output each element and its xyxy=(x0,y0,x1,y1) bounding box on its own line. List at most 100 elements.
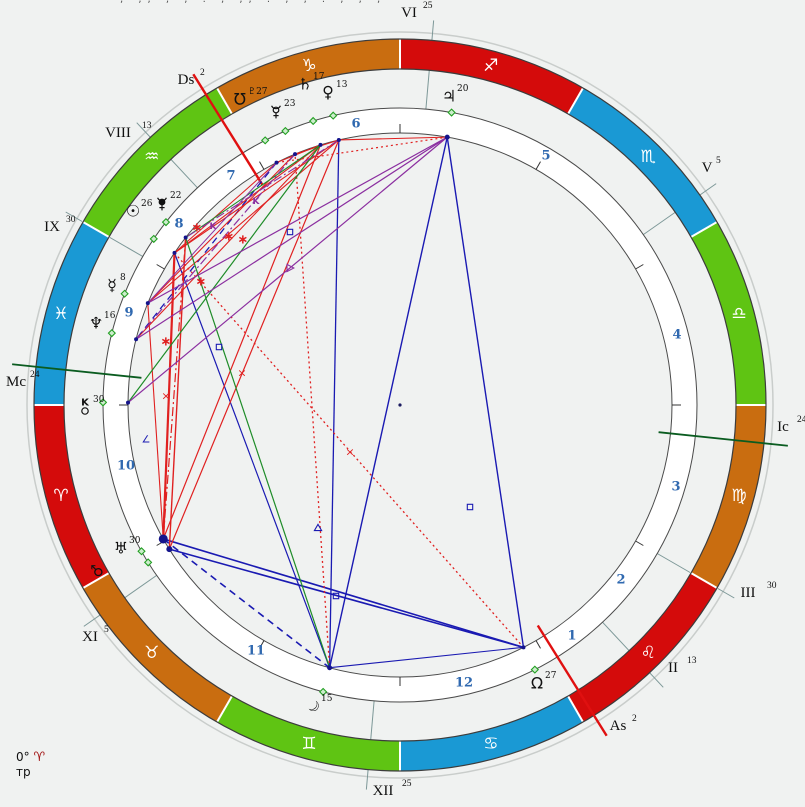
cusp-label-IX[interactable]: IX 30 xyxy=(44,215,76,235)
cusp-label-XI[interactable]: XI 5 xyxy=(82,625,109,645)
planet-label-sun[interactable]: ☉ 26 xyxy=(126,199,153,221)
planet-label-chiron[interactable]: K 30 xyxy=(81,395,105,415)
sign-boundary xyxy=(81,571,111,590)
planet-marker-venus xyxy=(329,111,338,120)
cusp-degree-Ds: 2 xyxy=(200,68,205,78)
planet-label-neptune[interactable]: ♆ 16 xyxy=(89,311,116,333)
sign-glyph-libra: ♎ xyxy=(731,304,746,324)
jupiter-degree: 20 xyxy=(457,84,469,94)
sextile-icon: ∗ xyxy=(161,335,172,350)
planet-point-neptune xyxy=(134,337,139,342)
sign-segment-gemini[interactable] xyxy=(217,695,400,771)
planet-label-jupiter[interactable]: ♃ 20 xyxy=(442,84,469,106)
planet-label-north-node[interactable]: Ω 27 xyxy=(531,671,557,693)
ring-tick xyxy=(535,640,541,649)
cusp-label-III[interactable]: III 30 xyxy=(741,581,777,601)
sign-segment-aquarius[interactable] xyxy=(83,88,232,237)
cusp-label-VIII[interactable]: VIII 13 xyxy=(105,121,152,141)
sextile-icon: ∗ xyxy=(224,230,235,245)
legend: 0° ♈ тр xyxy=(16,750,45,780)
uranus-icon: ♅ xyxy=(114,539,128,558)
planet-label-venus[interactable]: ♀ 13 xyxy=(322,80,348,102)
planet-label-lilith[interactable]: 22 xyxy=(157,191,182,211)
aspect-line-jupiter-chiron xyxy=(127,136,448,404)
planet-label-pluto[interactable]: 23 xyxy=(271,99,296,119)
house-number-3: 3 xyxy=(671,480,680,495)
sign-segment-capricorn[interactable] xyxy=(217,39,400,115)
planet-marker-chiron xyxy=(98,398,108,407)
sign-segment-sagittarius[interactable] xyxy=(400,39,583,115)
planet-marker-saturn xyxy=(308,116,318,126)
aspect-line-snode-neptune xyxy=(135,162,278,340)
planet-point-mars xyxy=(166,546,173,553)
aspect-markers: ∗∗ ∗∗∗×××∠KK xyxy=(142,197,474,600)
aspect-line-moon-nnode xyxy=(329,646,524,669)
planet-point-pluto xyxy=(293,152,298,157)
aspect-line-saturn-uranus xyxy=(162,144,322,540)
chiron-degree: 30 xyxy=(93,395,105,405)
house-number-4: 4 xyxy=(672,328,681,343)
aspect-line-jupiter-mercury xyxy=(147,136,448,304)
pluto-degree: 23 xyxy=(284,99,296,109)
planet-label-moon[interactable]: ☽15 xyxy=(302,694,333,717)
neptune-icon: ♆ xyxy=(89,314,103,333)
sign-segment-leo[interactable] xyxy=(568,573,717,722)
sign-segment-taurus[interactable] xyxy=(83,573,232,722)
cusp-text-III: III xyxy=(741,585,756,601)
cusp-label-Mc[interactable]: Mc 24 xyxy=(6,370,40,390)
house-number-9: 9 xyxy=(124,306,133,321)
lilith-circle xyxy=(158,198,166,206)
uranus-degree: 30 xyxy=(129,536,141,546)
sign-segment-scorpio[interactable] xyxy=(568,88,717,237)
cusp-label-As[interactable]: As 2 xyxy=(610,714,637,734)
cusp-label-Ic[interactable]: Ic 24 xyxy=(777,415,805,435)
sign-glyph-pisces: ♓ xyxy=(53,304,68,324)
square-aspect-icon xyxy=(332,592,340,600)
legend-zero-point: 0° ♈ xyxy=(16,750,46,765)
sign-glyph-virgo: ♍ xyxy=(731,486,746,506)
sign-segment-pisces[interactable] xyxy=(34,222,110,405)
cusp-label-VI[interactable]: VI 25 xyxy=(401,1,433,21)
planet-label-saturn[interactable]: ♄ 17 xyxy=(298,72,325,94)
cusp-text-VIII: VIII xyxy=(105,125,131,141)
planet-marker-south-node xyxy=(260,136,270,145)
south-node-icon: ℧ xyxy=(234,90,246,109)
house-number-11: 11 xyxy=(247,644,265,659)
house-number-1: 1 xyxy=(567,629,576,644)
sign-segment-libra[interactable] xyxy=(690,222,766,405)
sign-segment-cancer[interactable] xyxy=(400,695,583,771)
aspect-line-sun-uranus xyxy=(162,252,176,539)
trine-icon xyxy=(313,523,323,532)
planet-label-mercury[interactable]: ☿ 8 xyxy=(107,273,126,295)
sign-segment-virgo[interactable] xyxy=(690,405,766,588)
sign-segment-aries[interactable] xyxy=(34,405,110,588)
sign-glyph-aquarius: ♒ xyxy=(144,147,159,167)
aspect-line-saturn-neptune xyxy=(135,144,321,340)
planet-marker-north-node xyxy=(530,665,540,674)
planet-label-mars[interactable]: ♂ xyxy=(90,562,103,580)
chiron-k: K xyxy=(81,398,90,409)
cusp-label-II[interactable]: II 13 xyxy=(668,656,697,676)
planet-label-south-node[interactable]: ℧ ♇27 xyxy=(234,87,268,109)
lilith-degree: 22 xyxy=(170,191,181,201)
aspect-line-mercury-uranus xyxy=(147,303,164,539)
aspect-line-pluto-neptune xyxy=(135,153,296,340)
sextile-icon: ∗ xyxy=(192,221,203,236)
jupiter-icon: ♃ xyxy=(442,87,456,106)
cusp-label-XII[interactable]: XII 25 xyxy=(373,779,412,799)
cross-icon: × xyxy=(161,390,170,403)
house-number-6: 6 xyxy=(351,117,360,132)
cusp-degree-As: 2 xyxy=(632,714,637,724)
ring-tick xyxy=(259,640,265,649)
moon-degree: 15 xyxy=(321,694,333,704)
north-node-degree: 27 xyxy=(545,671,557,681)
planet-label-uranus[interactable]: ♅ 30 xyxy=(114,536,141,558)
sun-icon: ☉ xyxy=(126,202,140,221)
aspect-line-venus-lilith xyxy=(185,139,340,239)
aspect-line-chiron-saturn xyxy=(127,144,321,403)
cusp-label-Ds[interactable]: Ds 2 xyxy=(178,68,205,88)
aspect-line-jupiter-neptune xyxy=(135,136,448,340)
cusp-text-Ds: Ds xyxy=(178,72,195,88)
